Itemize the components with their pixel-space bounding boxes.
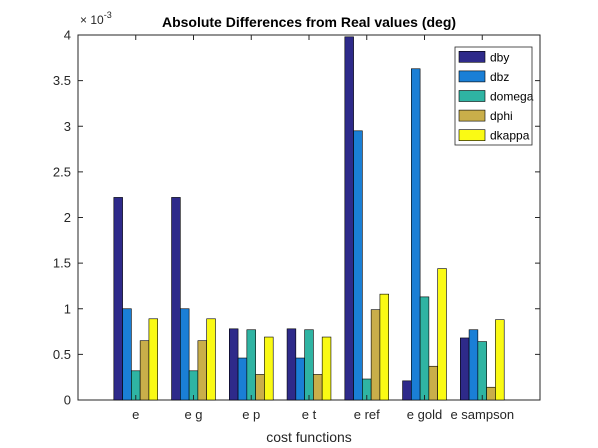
bar-dkappa-2	[264, 336, 274, 401]
bar-dbz-4	[353, 130, 363, 401]
bar-dbz-5	[411, 68, 421, 401]
y-ticks: 0 0.5 1 1.5 2 2.5 3 3.5 4	[53, 28, 540, 408]
bar-dbz-0	[122, 308, 132, 401]
bar-dphi-5	[428, 365, 438, 401]
bar-dby-0	[113, 197, 123, 401]
bar-dby-5	[402, 380, 412, 401]
legend-label-dby: dby	[490, 50, 509, 64]
bar-dby-4	[344, 36, 354, 401]
x-tick-label: e sampson	[450, 407, 514, 422]
bar-dbz-1	[180, 308, 190, 401]
y-axis-exponent: × 10-3	[80, 10, 112, 27]
bar-dphi-4	[370, 309, 381, 401]
y-tick-label: 0.5	[53, 347, 71, 362]
bar-dkappa-3	[321, 336, 332, 401]
x-tick-label: e p	[242, 407, 260, 422]
bar-dby-1	[171, 197, 181, 401]
bar-domega-5	[419, 296, 430, 401]
legend: dby dbz domega dphi dkappa	[454, 46, 534, 146]
y-tick-label: 1	[64, 301, 71, 316]
bar-domega-3	[304, 329, 314, 401]
bars-group	[113, 36, 505, 401]
chart-title: Absolute Differences from Real values (d…	[162, 14, 456, 30]
bar-dby-6	[460, 337, 470, 401]
legend-swatch-dphi	[458, 109, 486, 122]
x-tick-label: e g	[184, 407, 202, 422]
x-tick-label: e gold	[407, 407, 442, 422]
bar-dphi-6	[486, 386, 496, 401]
bar-dphi-3	[313, 374, 323, 401]
y-tick-label: 3.5	[53, 73, 71, 88]
y-tick-label: 2.5	[53, 164, 71, 179]
bar-dkappa-4	[379, 293, 390, 401]
legend-swatch-domega	[458, 90, 486, 102]
bar-dphi-0	[139, 340, 150, 401]
bar-dbz-3	[295, 357, 305, 401]
bar-domega-2	[246, 329, 256, 401]
bar-dkappa-6	[495, 319, 505, 401]
exponent-base: × 10	[80, 13, 104, 27]
y-tick-label: 1.5	[53, 256, 71, 271]
x-ticks: e e g e p e t e ref e gold e sampson	[132, 35, 514, 422]
y-tick-label: 2	[64, 210, 71, 225]
x-tick-label: e ref	[354, 407, 380, 422]
bar-dby-2	[229, 328, 239, 401]
bar-dkappa-5	[437, 268, 447, 401]
legend-label-dphi: dphi	[490, 109, 513, 123]
legend-label-dbz: dbz	[490, 70, 509, 84]
x-tick-label: e t	[302, 407, 317, 422]
legend-swatch-dkappa	[458, 129, 486, 141]
bar-dbz-6	[468, 329, 479, 401]
bar-dby-3	[286, 328, 297, 401]
y-tick-label: 4	[64, 28, 71, 43]
x-tick-label: e	[132, 407, 139, 422]
legend-label-dkappa: dkappa	[490, 129, 530, 143]
x-axis-label: cost functions	[266, 429, 352, 445]
bar-dphi-2	[255, 374, 265, 401]
bar-dbz-2	[237, 357, 248, 401]
exponent-power: -3	[104, 10, 112, 20]
y-tick-label: 0	[64, 393, 71, 408]
bar-dphi-1	[197, 340, 207, 401]
bar-dkappa-1	[206, 318, 216, 401]
legend-label-domega: domega	[490, 90, 534, 104]
y-tick-label: 3	[64, 119, 71, 134]
legend-swatch-dby	[458, 50, 486, 63]
bar-dkappa-0	[148, 318, 158, 401]
bar-domega-6	[477, 341, 487, 401]
legend-swatch-dbz	[458, 70, 486, 83]
